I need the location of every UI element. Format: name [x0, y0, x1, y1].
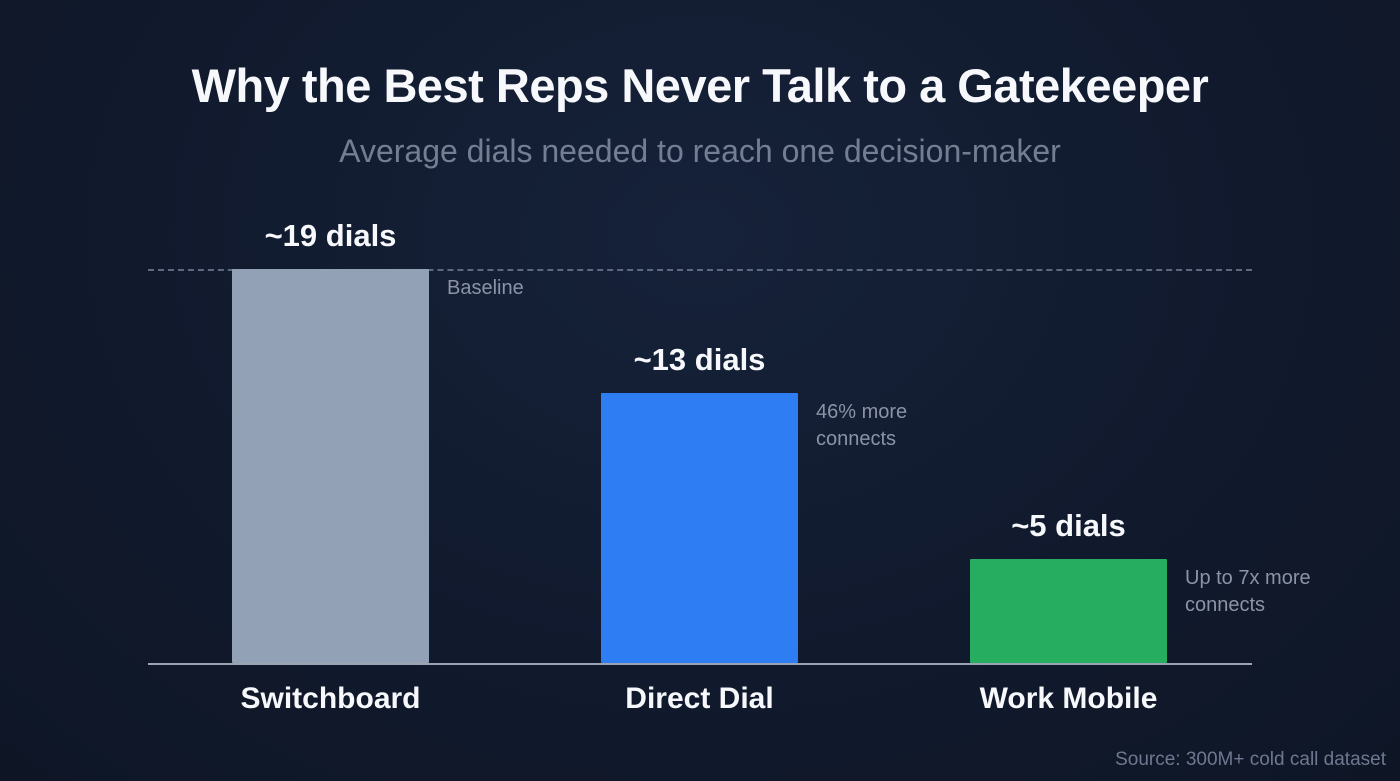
bar-group-direct-dial: ~13 dials 46% more connects Direct Dial	[601, 342, 907, 715]
chart-title: Why the Best Reps Never Talk to a Gateke…	[191, 59, 1209, 112]
bar-switchboard: Baseline	[232, 269, 524, 663]
category-label-direct-dial: Direct Dial	[625, 682, 774, 715]
source-note: Source: 300M+ cold call dataset	[1115, 749, 1386, 770]
annotation-baseline: Baseline	[447, 277, 524, 299]
value-label-switchboard: ~19 dials	[264, 218, 397, 253]
chart-subtitle: Average dials needed to reach one decisi…	[339, 133, 1061, 169]
bar-direct-dial: 46% more connects	[601, 393, 907, 663]
value-label-direct-dial: ~13 dials	[633, 342, 766, 377]
x-axis-line	[148, 663, 1252, 665]
bar-group-switchboard: ~19 dials Baseline Switchboard	[232, 218, 524, 715]
category-label-switchboard: Switchboard	[240, 682, 421, 715]
bar-work-mobile: Up to 7x more connects	[970, 559, 1311, 663]
bar-group-work-mobile: ~5 dials Up to 7x more connects Work Mob…	[970, 508, 1311, 715]
value-label-work-mobile: ~5 dials	[1011, 508, 1126, 543]
category-label-work-mobile: Work Mobile	[979, 682, 1158, 715]
baseline-dashed-line	[148, 269, 1252, 271]
annotation-work-mobile: Up to 7x more connects	[1185, 567, 1311, 616]
annotation-direct-dial: 46% more connects	[816, 401, 908, 450]
